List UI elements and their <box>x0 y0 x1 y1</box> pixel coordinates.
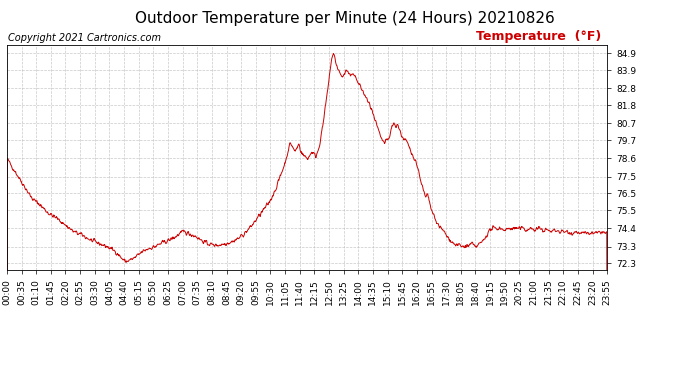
Text: Outdoor Temperature per Minute (24 Hours) 20210826: Outdoor Temperature per Minute (24 Hours… <box>135 11 555 26</box>
Text: Copyright 2021 Cartronics.com: Copyright 2021 Cartronics.com <box>8 33 161 43</box>
Text: Temperature  (°F): Temperature (°F) <box>476 30 601 43</box>
